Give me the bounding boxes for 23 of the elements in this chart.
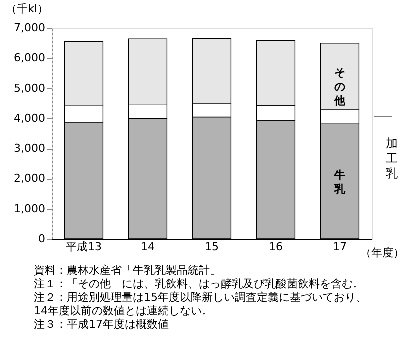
y-axis-title: （千kl） xyxy=(6,2,48,16)
text: 注１：「その他」には、乳飲料、はっ酵乳及び乳酸菌飲料を含む。 xyxy=(34,278,364,290)
series-label: その他 xyxy=(334,66,346,108)
y-tick-label: 6,000 xyxy=(14,52,46,65)
text: 資料：農林水産省「牛乳乳製品統計」 xyxy=(34,264,221,277)
y-tick-label: 7,000 xyxy=(14,22,46,34)
x-tick-label: 17 xyxy=(333,240,347,254)
x-tick-label: 平成13 xyxy=(66,240,102,254)
x-tick-label: 15 xyxy=(205,240,219,254)
y-tick-label: 3,000 xyxy=(14,142,46,156)
y-tick-label: 0 xyxy=(38,232,46,246)
text: 注３：平成17年度は概数値 xyxy=(34,318,169,331)
x-axis-title: （年度） xyxy=(360,246,400,260)
text: 14年度以前の数値とは連続しない。 xyxy=(34,304,213,318)
text: 注２：用途別処理量は15年度以降新しい調査定義に基づいており、 xyxy=(34,291,367,304)
text: 加工乳 xyxy=(386,136,398,180)
series-label: 牛乳 xyxy=(334,168,346,196)
y-tick-label: 1,000 xyxy=(14,202,46,216)
x-tick-label: 16 xyxy=(269,240,283,254)
x-tick-label: 14 xyxy=(141,240,155,254)
y-tick-label: 4,000 xyxy=(14,112,46,125)
y-tick-label: 2,000 xyxy=(14,172,46,186)
y-tick-label: 5,000 xyxy=(14,82,46,95)
